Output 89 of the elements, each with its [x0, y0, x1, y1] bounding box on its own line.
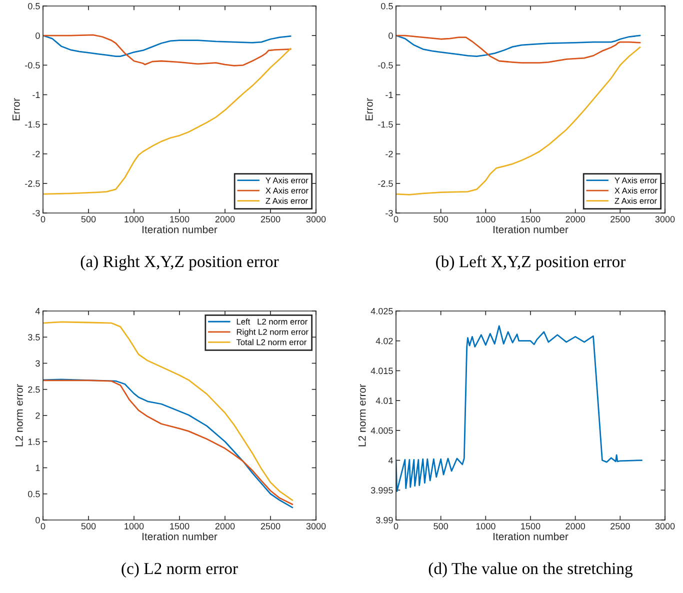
x-tick-label: 3000	[655, 216, 675, 222]
x-tick-label: 2500	[610, 523, 630, 530]
y-tick-label: 0	[36, 516, 40, 524]
y-tick-label: -3	[32, 210, 40, 216]
text: (c) L2 norm error	[122, 562, 238, 578]
y-tick-label: 1	[36, 464, 40, 472]
y-axis-title: L2 norm error	[358, 384, 366, 446]
y-tick-label: 3.5	[28, 334, 40, 340]
line-series	[396, 34, 641, 57]
legend-label: Left L2 norm error	[236, 318, 308, 325]
y-tick-label: -3	[386, 210, 393, 216]
line-series	[396, 34, 641, 64]
y-tick-label: 4.02	[376, 338, 393, 344]
text: (a) Right X,Y,Z position error	[80, 255, 279, 271]
legend-label: Total L2 norm error	[236, 339, 307, 346]
x-tick-label: 1500	[521, 523, 540, 530]
text: (b) Left X,Y,Z position error	[436, 255, 626, 271]
y-tick-label: -0.5	[378, 62, 393, 69]
y-tick-label: 3	[36, 360, 40, 367]
line-series	[43, 34, 292, 57]
y-axis-title: Error	[366, 98, 373, 120]
y-tick-label: 4	[35, 308, 40, 314]
line-series	[396, 46, 641, 196]
y-tick-label: 4.025	[370, 308, 393, 314]
x-tick-label: 500	[434, 523, 448, 530]
x-tick-label: 3000	[655, 523, 675, 530]
x-axis-title: Iteration number	[494, 226, 568, 234]
y-tick-label: 0.5	[381, 2, 393, 10]
y-tick-label: 3.99	[376, 516, 393, 524]
x-axis-title: Iteration number	[142, 532, 218, 540]
legend-label: Z Axis error	[266, 198, 308, 204]
x-tick-label: 500	[81, 216, 96, 222]
x-tick-label: 2500	[260, 523, 280, 530]
text: (d) The value on the stretching	[428, 562, 633, 578]
x-tick-label: 1000	[476, 523, 496, 530]
y-tick-label: 2	[36, 412, 40, 419]
x-tick-label: 2000	[566, 523, 586, 530]
legend-label: Y Axis error	[266, 177, 308, 184]
x-tick-label: 1500	[170, 523, 190, 530]
line-series	[43, 34, 292, 66]
x-tick-label: 0	[40, 216, 46, 222]
legend-label: Right L2 norm error	[236, 328, 308, 337]
y-tick-label: -1	[386, 92, 393, 98]
x-axis-title: Iteration number	[142, 226, 218, 234]
y-axis-title: L2 norm error	[15, 384, 23, 446]
y-tick-label: 0	[36, 32, 40, 39]
line-series	[396, 325, 642, 492]
y-tick-label: 4.01	[376, 398, 393, 404]
legend-label: Z Axis error	[614, 198, 657, 204]
y-tick-label: 0	[388, 32, 393, 39]
legend-label: X Axis error	[614, 187, 658, 194]
y-tick-label: -2.5	[25, 180, 40, 187]
x-tick-label: 2500	[610, 216, 630, 222]
x-tick-label: 500	[434, 216, 448, 222]
y-tick-label: 4	[388, 457, 393, 464]
x-tick-label: 1000	[124, 523, 144, 530]
y-tick-label: 4.005	[370, 427, 393, 434]
x-tick-label: 1500	[170, 216, 190, 222]
line-series	[43, 48, 292, 195]
x-tick-label: 1500	[521, 216, 540, 222]
x-tick-label: 0	[394, 216, 398, 222]
legend-label: X Axis error	[266, 187, 308, 194]
y-tick-label: 0.5	[28, 2, 40, 10]
x-axis-title: Iteration number	[494, 532, 568, 540]
y-tick-label: -0.5	[25, 62, 40, 69]
x-tick-label: 500	[81, 523, 96, 530]
y-tick-label: 0.5	[28, 490, 40, 498]
y-tick-label: -2	[32, 150, 40, 158]
x-tick-label: 2000	[215, 216, 235, 222]
x-tick-label: 0	[40, 523, 46, 530]
y-axis-title: Error	[12, 98, 20, 120]
y-tick-label: 3.995	[370, 487, 393, 494]
x-tick-label: 2500	[260, 216, 280, 222]
legend-label: Y Axis error	[614, 177, 658, 184]
y-tick-label: -1	[32, 92, 40, 98]
x-tick-label: 3000	[306, 216, 326, 222]
y-tick-label: -1.5	[378, 121, 393, 128]
y-tick-label: -2	[386, 150, 393, 158]
x-tick-label: 1000	[476, 216, 496, 222]
x-tick-label: 3000	[306, 523, 326, 530]
x-tick-label: 1000	[124, 216, 144, 222]
x-tick-label: 2000	[566, 216, 586, 222]
y-tick-label: 2.5	[28, 386, 40, 393]
x-tick-label: 2000	[215, 523, 235, 530]
y-tick-label: -2.5	[378, 180, 393, 187]
y-tick-label: -1.5	[25, 121, 40, 128]
x-tick-label: 0	[394, 523, 398, 530]
y-tick-label: 4.015	[370, 368, 393, 374]
y-tick-label: 1.5	[28, 438, 40, 445]
